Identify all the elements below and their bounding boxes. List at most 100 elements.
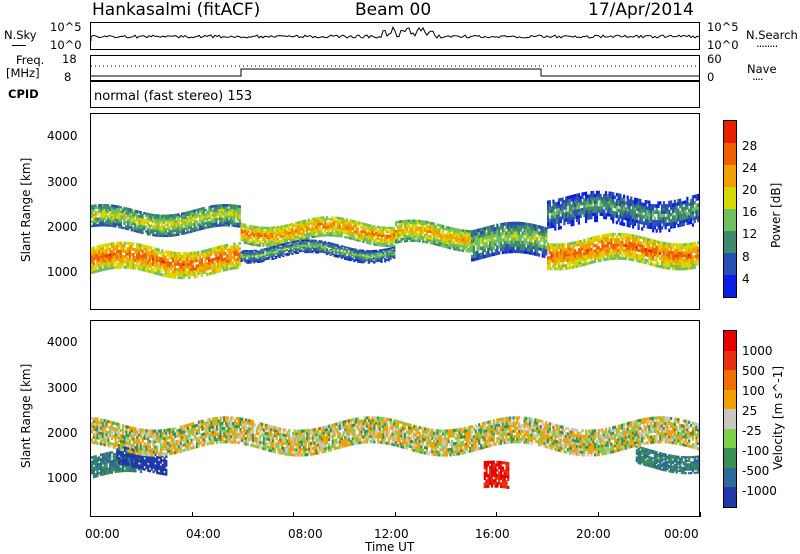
power-cell xyxy=(164,223,167,227)
power-cell xyxy=(101,219,104,223)
power-cell xyxy=(260,230,263,233)
power-cell xyxy=(154,271,157,275)
power-cell xyxy=(349,250,352,252)
power-cell xyxy=(342,227,345,230)
power-cell xyxy=(320,234,323,237)
power-cell xyxy=(364,259,367,261)
power-cell xyxy=(190,223,193,227)
power-cell xyxy=(675,262,678,266)
power-cell xyxy=(293,230,296,233)
power-cell xyxy=(318,249,321,252)
power-cell xyxy=(570,255,573,259)
power-cell xyxy=(100,212,103,216)
power-cell xyxy=(181,228,184,231)
power-cell xyxy=(443,238,447,242)
power-cell xyxy=(691,247,694,251)
power-cell xyxy=(141,227,144,230)
power-cell xyxy=(211,258,214,262)
power-cell xyxy=(324,243,327,246)
power-cell xyxy=(405,221,409,225)
power-cell xyxy=(619,243,622,247)
power-cell xyxy=(503,222,506,226)
power-cell xyxy=(632,252,635,256)
power-cell xyxy=(251,256,254,259)
power-cell xyxy=(621,209,624,214)
power-cell xyxy=(471,230,474,234)
power-cell xyxy=(253,235,256,238)
power-cell xyxy=(576,202,579,207)
power-cell xyxy=(316,216,319,220)
power-cell xyxy=(576,264,579,268)
power-cell xyxy=(650,222,653,226)
power-cell xyxy=(287,231,290,235)
power-cell xyxy=(345,257,349,259)
power-cell xyxy=(190,228,193,231)
power-cell xyxy=(472,248,475,252)
power-cell xyxy=(191,257,194,261)
power-cell xyxy=(490,228,494,232)
power-cell xyxy=(445,225,448,229)
power-cell xyxy=(130,266,133,270)
power-cell xyxy=(576,215,579,219)
power-cell xyxy=(208,216,211,220)
power-cell xyxy=(378,232,381,235)
power-cell xyxy=(590,242,593,246)
power-cell xyxy=(472,245,475,249)
power-cell xyxy=(624,233,627,237)
power-cell xyxy=(364,251,367,253)
power-cell xyxy=(96,253,99,257)
power-cell xyxy=(240,222,243,226)
power-cell xyxy=(161,262,164,266)
power-cell xyxy=(211,268,214,272)
power-cell xyxy=(563,251,566,255)
power-cell xyxy=(224,265,227,269)
power-cell xyxy=(429,228,432,231)
power-cell xyxy=(275,253,278,256)
power-cell xyxy=(418,237,421,241)
power-cell xyxy=(289,244,292,246)
power-cell xyxy=(384,236,387,239)
power-cell xyxy=(556,205,559,209)
power-cell xyxy=(300,224,303,227)
power-cell xyxy=(195,215,198,219)
power-cell xyxy=(195,228,198,232)
power-cell xyxy=(202,252,205,256)
power-cell xyxy=(338,248,341,251)
power-cell xyxy=(610,233,613,237)
power-cell xyxy=(648,256,651,260)
power-cell xyxy=(132,266,135,270)
power-cell xyxy=(617,215,620,219)
power-cell xyxy=(349,221,352,224)
power-cell xyxy=(690,266,693,270)
power-cell xyxy=(347,256,350,259)
power-cell xyxy=(125,220,128,224)
power-cell xyxy=(512,243,515,247)
power-cell xyxy=(668,250,671,254)
power-cell xyxy=(657,248,660,252)
power-cell xyxy=(258,230,261,233)
power-cell xyxy=(282,255,285,258)
power-cell xyxy=(648,262,651,266)
power-cell xyxy=(646,218,649,223)
power-cell xyxy=(487,238,490,242)
power-cell xyxy=(534,243,537,247)
power-cell xyxy=(416,219,419,223)
power-cell xyxy=(154,222,157,226)
power-cell xyxy=(155,216,158,219)
power-cell xyxy=(353,222,356,225)
power-cell xyxy=(623,216,626,220)
power-cell xyxy=(233,204,236,208)
power-cell xyxy=(380,255,383,258)
power-cell xyxy=(202,271,205,275)
power-cell xyxy=(599,206,602,210)
power-cell xyxy=(603,239,606,243)
power-cell xyxy=(691,244,694,248)
power-cell xyxy=(554,205,557,209)
power-cell xyxy=(220,221,223,225)
power-cell xyxy=(128,223,131,227)
power-cell xyxy=(184,213,187,217)
power-cell xyxy=(353,234,356,237)
power-cell xyxy=(202,268,205,272)
power-cell xyxy=(293,250,296,252)
power-cell xyxy=(247,256,250,259)
